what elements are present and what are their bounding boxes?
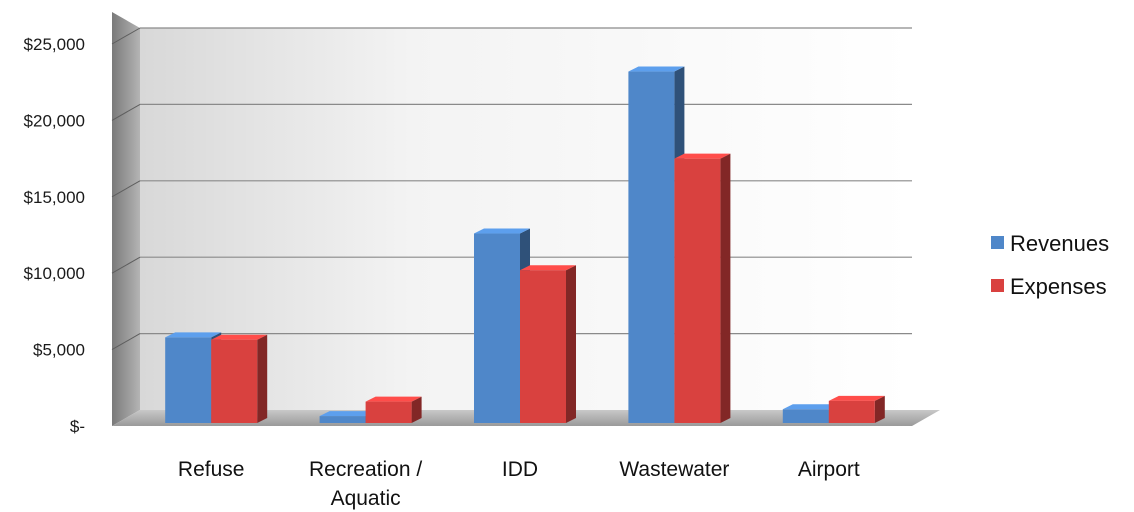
bar-front bbox=[165, 337, 212, 423]
y-tick-label: $5,000 bbox=[33, 341, 85, 360]
bar-side bbox=[411, 396, 422, 423]
gridline-side bbox=[111, 27, 141, 45]
x-category-label: Recreation / Aquatic bbox=[309, 458, 422, 510]
bar-front bbox=[365, 401, 412, 423]
y-tick-label: $- bbox=[70, 417, 85, 436]
bar-expenses bbox=[674, 153, 731, 423]
bar-front bbox=[319, 416, 366, 423]
bar-side bbox=[720, 153, 731, 423]
bar-top bbox=[365, 396, 422, 402]
bar-front bbox=[674, 158, 721, 423]
bar-front bbox=[782, 409, 829, 423]
bar-top bbox=[474, 228, 530, 234]
gridline-side bbox=[111, 180, 141, 198]
bar-front bbox=[520, 270, 566, 423]
bar-front bbox=[474, 233, 520, 423]
y-tick-label: $25,000 bbox=[24, 35, 85, 54]
gridline-side bbox=[111, 103, 141, 121]
legend: Revenues Expenses bbox=[991, 231, 1109, 299]
x-category-label: Airport bbox=[798, 458, 860, 481]
bar-side bbox=[257, 334, 268, 423]
side-wall bbox=[112, 12, 140, 426]
legend-swatch bbox=[991, 279, 1004, 292]
bar-top bbox=[782, 404, 839, 410]
bar-expenses bbox=[211, 334, 268, 423]
bar-top bbox=[828, 395, 885, 401]
bar-top bbox=[520, 265, 576, 271]
bar-front bbox=[211, 339, 258, 423]
y-tick-label: $20,000 bbox=[24, 111, 85, 130]
legend-swatch bbox=[991, 236, 1004, 249]
bar-expenses bbox=[365, 396, 422, 423]
bar-expenses bbox=[520, 265, 576, 423]
bar-front bbox=[628, 71, 675, 423]
bar-side bbox=[874, 395, 885, 423]
bar-top bbox=[319, 411, 376, 417]
gridline-side bbox=[111, 333, 141, 351]
bar-top bbox=[628, 66, 685, 72]
bar-side bbox=[566, 265, 576, 423]
bar-front bbox=[828, 400, 875, 423]
legend-label: Revenues bbox=[1010, 231, 1109, 256]
y-axis-ticks: $- $5,000 $10,000 $15,000 $20,000 $25,000 bbox=[24, 35, 85, 436]
legend-item-revenues: Revenues bbox=[991, 231, 1109, 256]
legend-label: Expenses bbox=[1010, 274, 1107, 299]
gridline-side bbox=[111, 256, 141, 274]
bar-expenses bbox=[828, 395, 885, 423]
bars bbox=[165, 66, 885, 423]
x-axis-labels: Refuse Recreation / Aquatic IDD Wastewater Ai… bbox=[178, 458, 860, 510]
bar-top bbox=[165, 332, 222, 338]
bar-top bbox=[211, 334, 268, 340]
y-tick-label: $10,000 bbox=[24, 264, 85, 283]
bar-top bbox=[674, 153, 731, 159]
y-tick-label: $15,000 bbox=[24, 188, 85, 207]
x-category-label: Refuse bbox=[178, 458, 245, 481]
x-category-label: Wastewater bbox=[619, 458, 729, 481]
x-category-label: IDD bbox=[502, 458, 538, 481]
legend-item-expenses: Expenses bbox=[991, 274, 1107, 299]
